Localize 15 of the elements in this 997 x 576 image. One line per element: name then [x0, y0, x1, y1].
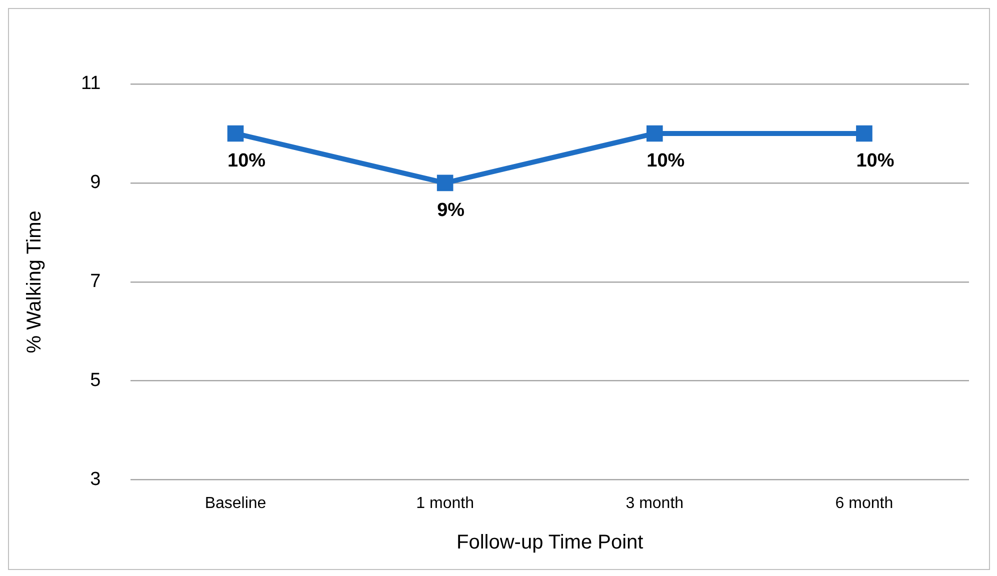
x-tick-label: 1 month	[416, 494, 474, 512]
x-axis-title: Follow-up Time Point	[456, 532, 644, 554]
y-tick-label: 5	[90, 370, 101, 392]
y-tick-label: 11	[80, 73, 101, 94]
y-axis-title: % Walking Time	[24, 210, 46, 354]
data-label: 10%	[856, 150, 894, 172]
y-tick-label: 7	[90, 271, 101, 292]
data-label: 10%	[646, 150, 685, 172]
data-label: 9%	[437, 200, 465, 222]
data-label: 10%	[228, 150, 266, 172]
x-tick-label: Baseline	[204, 494, 266, 512]
y-tick-label: 9	[90, 172, 101, 194]
y-tick-label: 3	[90, 469, 101, 490]
x-tick-label: 6 month	[835, 494, 894, 512]
x-tick-label: 3 month	[626, 494, 684, 512]
